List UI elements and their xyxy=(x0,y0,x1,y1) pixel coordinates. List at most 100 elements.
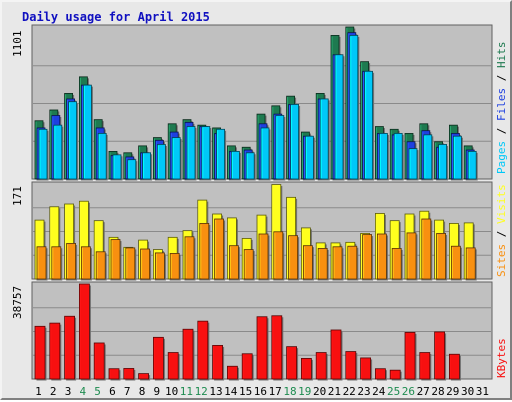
sites-bar xyxy=(258,233,270,281)
kbytes-bar xyxy=(241,353,254,381)
pages-bar xyxy=(393,133,404,181)
kbytes-bar xyxy=(49,322,62,381)
x-tick-label: 13 xyxy=(209,385,222,398)
kbytes-bar xyxy=(226,365,239,381)
sites-bar xyxy=(347,245,359,281)
kbytes-bar xyxy=(167,352,180,381)
kbytes-bar xyxy=(434,331,447,381)
pages-bar xyxy=(334,54,345,181)
kbytes-bar xyxy=(360,357,373,381)
x-tick-label: 4 xyxy=(79,385,86,398)
sites-bar xyxy=(81,246,92,281)
legend-kbytes: KBytes xyxy=(495,338,508,378)
x-tick-label: 5 xyxy=(94,385,101,398)
x-tick-label: 8 xyxy=(139,385,146,398)
x-tick-label: 10 xyxy=(165,385,178,398)
sites-bar xyxy=(406,232,418,281)
kbytes-bar xyxy=(64,315,77,381)
sites-bar xyxy=(199,223,211,281)
x-tick-label: 27 xyxy=(417,385,430,398)
pages-bar xyxy=(467,150,478,181)
x-tick-label: 3 xyxy=(65,385,72,398)
pages-bar xyxy=(156,144,167,181)
pages-bar xyxy=(127,159,138,181)
pages-bar xyxy=(171,137,182,181)
pages-bar xyxy=(38,128,49,181)
sites-bar xyxy=(436,233,448,281)
legend-sites: Sites xyxy=(495,244,508,277)
pages-bar xyxy=(423,134,434,181)
sites-bar xyxy=(214,218,226,281)
sites-bar xyxy=(273,231,285,281)
x-tick-label: 6 xyxy=(109,385,116,398)
pages-bar xyxy=(452,135,463,181)
legend-visits: Visits xyxy=(495,184,508,224)
pages-bar xyxy=(53,124,64,181)
pages-bar xyxy=(304,135,315,181)
kbytes-legend: KBytes xyxy=(495,338,508,378)
kbytes-bar xyxy=(345,351,358,381)
x-tick-label: 15 xyxy=(239,385,252,398)
pages-bar xyxy=(68,101,79,181)
kbytes-bar xyxy=(286,346,299,381)
x-tick-label: 11 xyxy=(180,385,193,398)
kbytes-bar xyxy=(315,352,328,381)
pages-bar xyxy=(260,127,271,181)
visits-legend: Sites / Visits xyxy=(495,184,508,277)
x-tick-label: 30 xyxy=(461,385,474,398)
pages-bar xyxy=(112,154,123,181)
kbytes-bar xyxy=(448,353,461,381)
kbytes-bar xyxy=(93,342,106,381)
kbytes-bar xyxy=(152,336,165,381)
kbytes-bar xyxy=(330,329,343,381)
pages-bar xyxy=(364,70,375,181)
sites-bar xyxy=(450,245,462,281)
legends: Pages / Files / Hits Sites / Visits KBytes xyxy=(495,42,508,379)
x-tick-label: 20 xyxy=(313,385,326,398)
pages-bar xyxy=(378,133,389,181)
x-tick-label: 21 xyxy=(328,385,341,398)
sites-bar xyxy=(51,246,63,281)
legend-separator: / xyxy=(495,224,508,244)
chart-title: Daily usage for April 2015 xyxy=(22,10,210,24)
sites-bar xyxy=(36,246,48,281)
sites-bar xyxy=(376,233,388,281)
x-tick-label: 31 xyxy=(476,385,489,398)
sites-bar xyxy=(288,235,300,281)
sites-bar xyxy=(184,236,196,281)
x-tick-label: 1 xyxy=(35,385,42,398)
kbytes-bar xyxy=(79,283,91,381)
x-tick-label: 18 xyxy=(283,385,296,398)
x-tick-label: 12 xyxy=(195,385,208,398)
sites-bar xyxy=(317,248,329,281)
pages-bar xyxy=(349,35,360,181)
bars xyxy=(34,26,478,381)
sites-bar xyxy=(465,247,477,281)
pages-bar xyxy=(319,98,330,181)
kbytes-bar xyxy=(197,320,210,381)
kbytes-bar xyxy=(300,358,313,381)
pages-bar xyxy=(142,152,153,181)
hits-max-label: 1101 xyxy=(11,31,24,58)
kbytes-bar xyxy=(34,325,47,381)
pages-bar xyxy=(186,126,197,181)
legend-hits: Hits xyxy=(495,42,508,69)
kbytes-bar xyxy=(212,345,225,381)
x-tick-label: 22 xyxy=(343,385,356,398)
pages-bar xyxy=(230,150,241,181)
sites-bar xyxy=(154,252,166,281)
x-tick-label: 2 xyxy=(50,385,57,398)
kbytes-bar xyxy=(419,352,432,381)
pages-bar xyxy=(438,144,449,181)
sites-bar xyxy=(140,248,152,281)
pages-bar xyxy=(408,148,419,181)
pages-bar xyxy=(290,104,301,181)
x-tick-label: 7 xyxy=(124,385,131,398)
x-axis-labels: 1 2 3 4 5 6 7 8 9 10 11 12 13 14 15 16 17 18 19 20 21 22 23 24 2… xyxy=(35,385,489,398)
x-tick-label: 29 xyxy=(446,385,459,398)
legend-separator: / xyxy=(495,121,508,141)
x-tick-label: 24 xyxy=(372,385,386,398)
x-tick-label: 14 xyxy=(224,385,238,398)
